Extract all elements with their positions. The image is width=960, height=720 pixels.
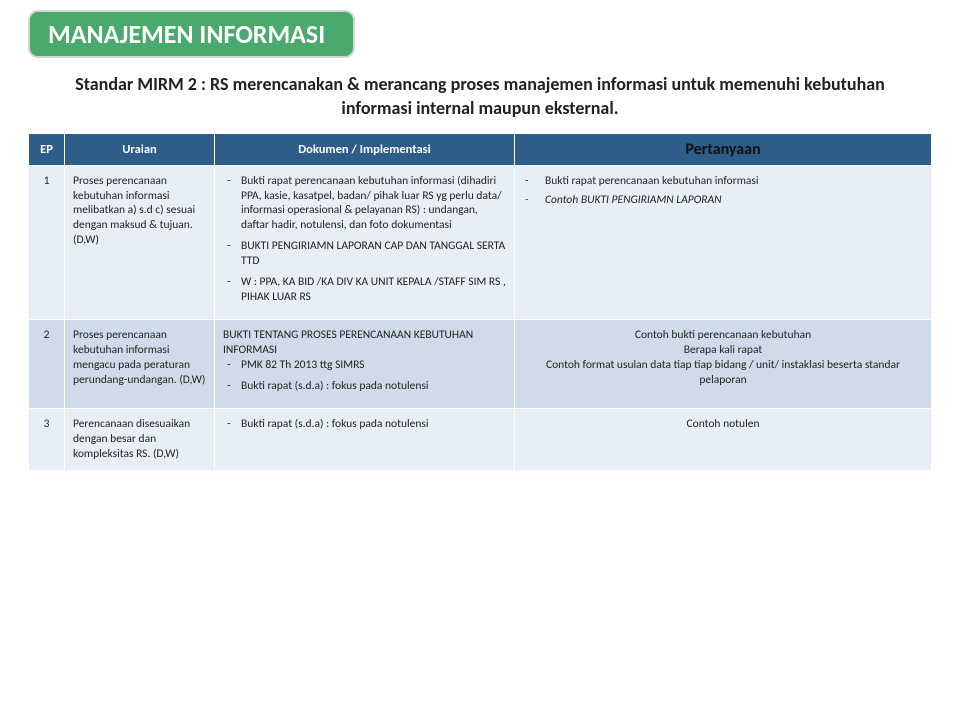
- pertanyaan-line: Berapa kali rapat: [523, 343, 923, 358]
- dokumen-item: BUKTI PENGIRIAMN LAPORAN CAP DAN TANGGAL…: [223, 239, 506, 269]
- dokumen-item: Bukti rapat (s.d.a) : fokus pada notulen…: [223, 417, 506, 432]
- cell-dokumen: Bukti rapat perencanaan kebutuhan inform…: [215, 165, 515, 320]
- col-dokumen-header: Dokumen / Implementasi: [215, 133, 515, 165]
- dokumen-item: W : PPA, KA BID /KA DIV KA UNIT KEPALA /…: [223, 275, 506, 305]
- slide: MANAJEMEN INFORMASI Standar MIRM 2 : RS …: [0, 0, 960, 720]
- pertanyaan-item: Bukti rapat perencanaan kebutuhan inform…: [523, 174, 923, 189]
- cell-pertanyaan: Contoh bukti perencanaan kebutuhan Berap…: [515, 320, 932, 409]
- dokumen-intro: BUKTI TENTANG PROSES PERENCANAAN KEBUTUH…: [223, 328, 506, 358]
- subtitle: Standar MIRM 2 : RS merencanakan & meran…: [38, 72, 922, 121]
- dokumen-item: PMK 82 Th 2013 ttg SIMRS: [223, 358, 506, 373]
- content-table: EP Uraian Dokumen / Implementasi Pertany…: [28, 133, 932, 471]
- dokumen-item-text: Bukti rapat (s.d.a) : fokus pada notulen…: [241, 417, 429, 431]
- cell-ep: 1: [29, 165, 65, 320]
- table-row: 1 Proses perencanaan kebutuhan informasi…: [29, 165, 932, 320]
- dokumen-item: Bukti rapat perencanaan kebutuhan inform…: [223, 174, 506, 234]
- dokumen-item: Bukti rapat (s.d.a) : fokus pada notulen…: [223, 379, 506, 394]
- table-header: EP Uraian Dokumen / Implementasi Pertany…: [29, 133, 932, 165]
- table-row: 3 Perencanaan disesuaikan dengan besar d…: [29, 408, 932, 470]
- col-pertanyaan-header: Pertanyaan: [515, 133, 932, 165]
- title-badge: MANAJEMEN INFORMASI: [28, 10, 355, 58]
- pertanyaan-line: Contoh format usulan data tiap tiap bida…: [523, 358, 923, 388]
- cell-ep: 2: [29, 320, 65, 409]
- cell-pertanyaan: Contoh notulen: [515, 408, 932, 470]
- cell-uraian: Perencanaan disesuaikan dengan besar dan…: [65, 408, 215, 470]
- cell-uraian: Proses perencanaan kebutuhan informasi m…: [65, 320, 215, 409]
- col-uraian-header: Uraian: [65, 133, 215, 165]
- table-row: 2 Proses perencanaan kebutuhan informasi…: [29, 320, 932, 409]
- cell-dokumen: Bukti rapat (s.d.a) : fokus pada notulen…: [215, 408, 515, 470]
- cell-uraian: Proses perencanaan kebutuhan informasi m…: [65, 165, 215, 320]
- pertanyaan-line: Contoh bukti perencanaan kebutuhan: [523, 328, 923, 343]
- dokumen-item-text: Bukti rapat (s.d.a) : fokus pada notulen…: [241, 379, 429, 393]
- cell-pertanyaan: Bukti rapat perencanaan kebutuhan inform…: [515, 165, 932, 320]
- cell-ep: 3: [29, 408, 65, 470]
- col-ep-header: EP: [29, 133, 65, 165]
- pertanyaan-item: Contoh BUKTI PENGIRIAMN LAPORAN: [523, 193, 923, 208]
- cell-dokumen: BUKTI TENTANG PROSES PERENCANAAN KEBUTUH…: [215, 320, 515, 409]
